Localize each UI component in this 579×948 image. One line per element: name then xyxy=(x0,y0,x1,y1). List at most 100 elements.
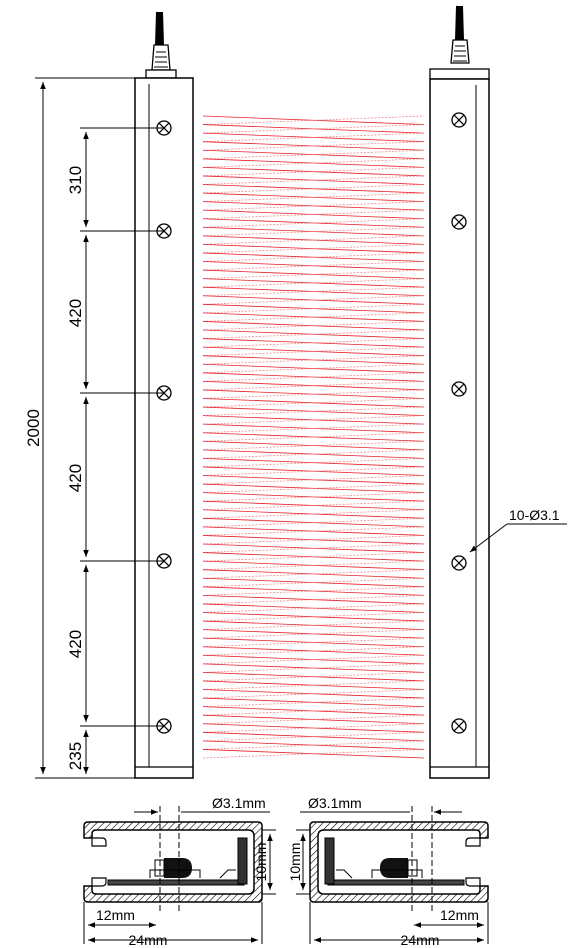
pitch-label: 235 xyxy=(66,742,85,770)
dimension-lines xyxy=(35,77,164,779)
mount-hole-icon xyxy=(451,718,467,734)
hole-callout-label: 10-Ø3.1 xyxy=(509,507,560,523)
pitch-label: 420 xyxy=(66,299,85,327)
beam-line xyxy=(202,449,425,459)
beam-line xyxy=(202,380,425,391)
beam-line xyxy=(202,586,425,596)
beam-line xyxy=(202,261,425,271)
beam-line xyxy=(202,672,425,682)
pitch-label: 420 xyxy=(66,630,85,658)
beam-line xyxy=(202,244,425,254)
beam-line xyxy=(202,569,425,579)
beam-line xyxy=(202,278,425,288)
beam-line xyxy=(202,440,425,451)
beam-line xyxy=(202,295,425,305)
beam-line xyxy=(202,594,425,605)
beam-line xyxy=(202,543,425,553)
beam-line xyxy=(202,346,425,357)
beam-line xyxy=(202,689,425,699)
beam-line xyxy=(202,543,425,553)
beam-line xyxy=(202,731,425,742)
beam-line xyxy=(202,321,425,331)
beam-line xyxy=(202,218,425,228)
beam-line xyxy=(202,466,425,476)
beam-line xyxy=(202,423,425,434)
light-beam-field xyxy=(202,115,425,759)
section-right-hole-label: Ø3.1mm xyxy=(308,795,362,811)
section-left xyxy=(83,806,276,944)
beam-line xyxy=(202,654,425,665)
beam-line xyxy=(202,629,425,639)
beam-line xyxy=(202,577,425,588)
beam-line xyxy=(202,346,425,357)
beam-line xyxy=(202,517,425,528)
section-left-width-label: 24mm xyxy=(129,932,168,948)
beam-line xyxy=(202,192,425,202)
beam-line xyxy=(202,603,425,613)
mount-hole-icon xyxy=(451,214,467,230)
beam-line xyxy=(202,577,425,588)
beam-line xyxy=(202,526,425,536)
beam-line xyxy=(202,492,425,502)
beam-line xyxy=(202,740,425,750)
section-left-inner-width-label: 12mm xyxy=(96,907,135,923)
beam-line xyxy=(202,569,425,579)
beam-line xyxy=(202,740,425,750)
beam-line xyxy=(202,226,425,237)
beam-line xyxy=(202,415,425,425)
beam-line xyxy=(202,526,425,536)
beam-line xyxy=(202,552,425,562)
beam-line xyxy=(202,706,425,716)
beam-line xyxy=(202,124,425,134)
beam-line xyxy=(202,175,425,185)
beam-line xyxy=(202,697,425,708)
section-left-height-label: 10mm xyxy=(253,843,269,882)
beam-line xyxy=(202,372,425,382)
beam-line xyxy=(202,278,425,288)
beam-line xyxy=(202,149,425,160)
beam-line xyxy=(202,226,425,237)
hole-callout xyxy=(469,523,567,553)
beam-line xyxy=(202,415,425,425)
beam-line xyxy=(202,269,425,280)
beam-line xyxy=(202,594,425,605)
beam-line xyxy=(202,560,425,571)
beam-line xyxy=(202,269,425,280)
pitch-label: 310 xyxy=(66,166,85,194)
beam-line xyxy=(202,432,425,442)
beam-line xyxy=(202,560,425,571)
beam-line xyxy=(202,612,425,622)
beam-line xyxy=(202,321,425,331)
beam-line xyxy=(202,141,425,151)
beam-line xyxy=(202,201,425,211)
beam-line xyxy=(202,158,425,168)
beam-line xyxy=(202,329,425,339)
beam-line xyxy=(202,201,425,211)
beam-line xyxy=(202,723,425,733)
pitch-label: 420 xyxy=(66,464,85,492)
beam-line xyxy=(202,603,425,613)
beam-line xyxy=(202,449,425,459)
beam-line xyxy=(202,466,425,476)
beam-line xyxy=(202,697,425,708)
beam-line xyxy=(202,475,425,485)
beam-line xyxy=(202,141,425,151)
section-left-hole-label: Ø3.1mm xyxy=(212,795,266,811)
beam-line xyxy=(202,363,425,374)
beam-line xyxy=(202,372,425,382)
beam-line xyxy=(202,714,425,725)
beam-line xyxy=(202,132,425,143)
beam-line xyxy=(202,500,425,511)
beam-line xyxy=(202,209,425,220)
right-receiver-bar xyxy=(429,5,490,779)
beam-line xyxy=(202,423,425,434)
beam-line xyxy=(202,646,425,656)
beam-line xyxy=(202,115,425,125)
beam-line xyxy=(202,629,425,639)
beam-line xyxy=(202,175,425,185)
beam-line xyxy=(202,475,425,485)
beam-line xyxy=(202,184,425,194)
beam-line xyxy=(202,124,425,134)
beam-line xyxy=(202,184,425,194)
